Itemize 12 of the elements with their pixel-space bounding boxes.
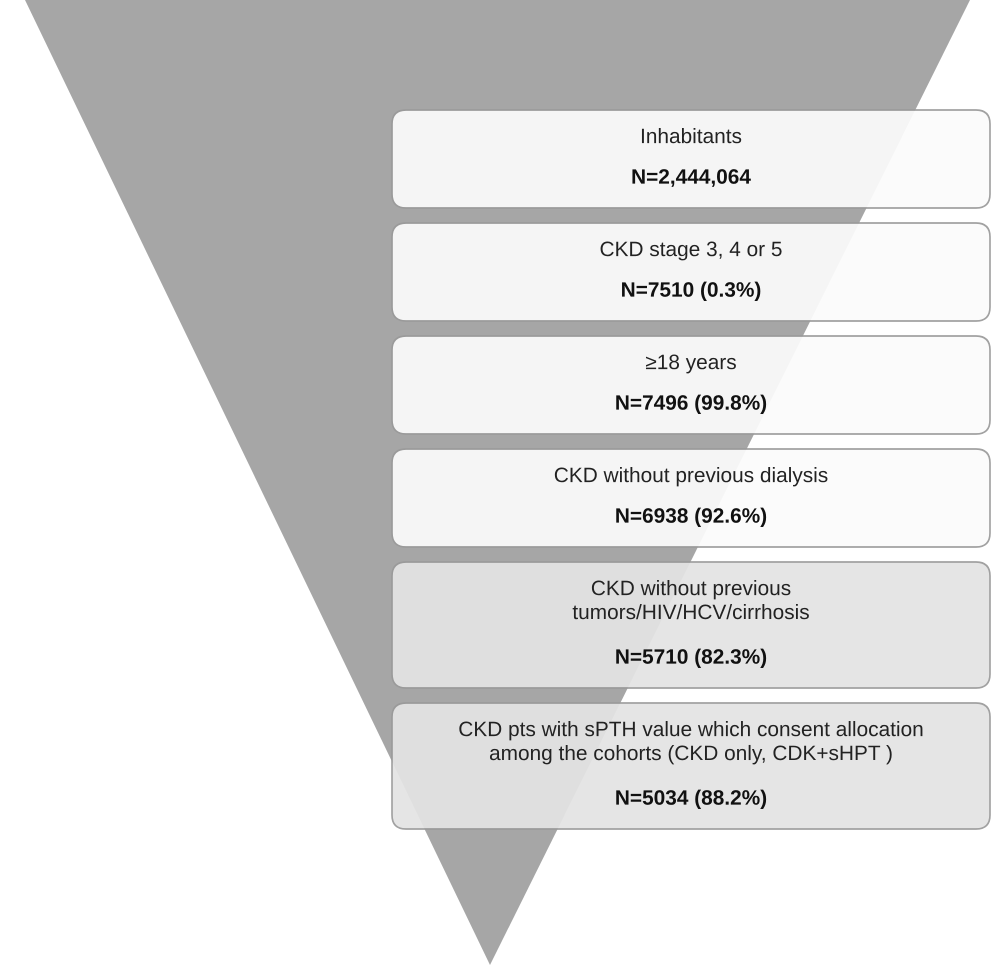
category-label: CKD without previous dialysis (554, 467, 828, 486)
data-label: N=2,444,064 (632, 169, 751, 187)
data-label: N=5710 (82.3%) (616, 648, 766, 668)
category-label: Inhabitants (642, 128, 742, 144)
data-label: N=7496 (99.8%) (616, 394, 766, 414)
category-label: CKD stage 3, 4 or 5 (600, 242, 782, 260)
data-label: N=6938 (92.6%) (616, 508, 766, 527)
category-label: CKD without previous tumors/HIV/HCV/cirrhosis (572, 580, 809, 620)
data-label: N=7510 (0.3%) (622, 282, 760, 301)
category-label: CKD pts with sPTH value which consent allocation among the cohorts (CKD only, CDK+sHPT ) (459, 721, 922, 764)
data-label: N=5034 (88.2%) (616, 790, 766, 809)
category-label: ≥18 years (646, 354, 736, 374)
